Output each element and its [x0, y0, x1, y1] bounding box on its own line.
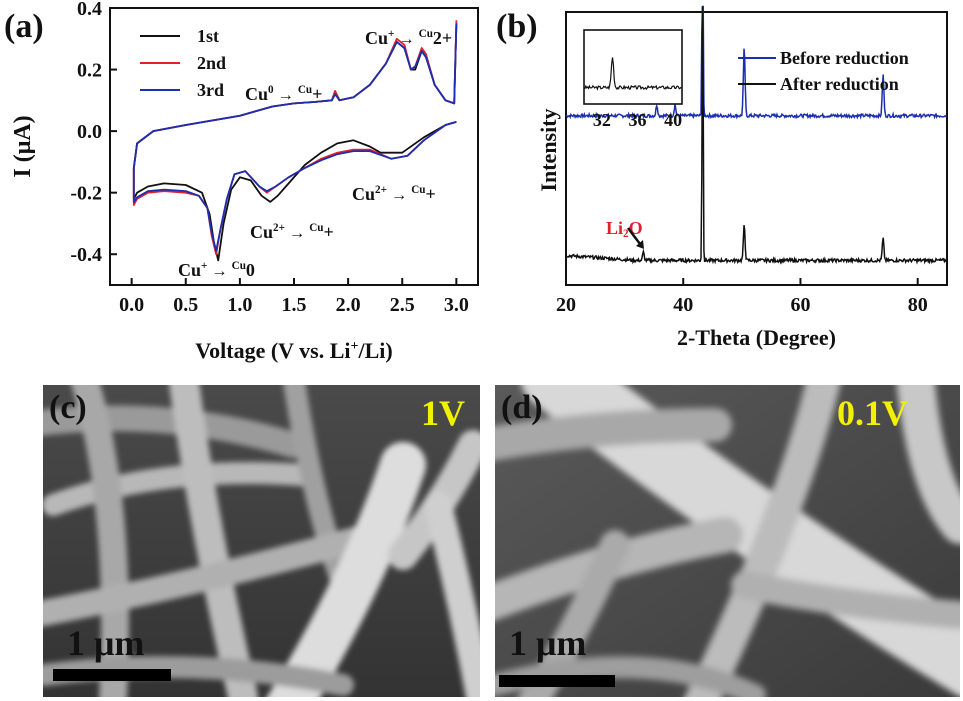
x-tick-label-a: 1.0: [227, 294, 252, 316]
y-tick-label-a: 0.2: [77, 60, 102, 82]
panel-label-c: (c): [49, 389, 87, 426]
y-tick-label-a: -0.4: [70, 244, 102, 266]
cv-chart: 0.0 0.5 1.0 1.5 2.0 2.5 3.0 -0.4 -0.2 0.0 0.2 0.4 1s…: [10, 0, 479, 363]
annotation-a: Cu+ → Cu0: [178, 260, 255, 280]
sem-image-d: (d) 0.1V 1 μm: [495, 385, 960, 697]
x-tick-label-b: 80: [908, 294, 928, 316]
annotation-a: Cu+ → Cu2+: [365, 28, 452, 48]
x-tick-label-a: 2.5: [390, 294, 415, 316]
inset-frame: [583, 29, 683, 105]
x-tick-label-a: 0.0: [119, 294, 144, 316]
inset-tick-label: 32: [593, 110, 611, 130]
plot-frame-b: [565, 11, 948, 286]
y-tick-label-a: -0.2: [70, 183, 102, 205]
voltage-label-c: 1V: [421, 393, 465, 433]
annotation-a: Cu2+ → Cu+: [352, 184, 436, 204]
cv-series-line: [132, 20, 458, 256]
annotation-arrow: [627, 227, 641, 245]
inset-tick-label: 36: [628, 110, 646, 130]
legend-label-a: 1st: [197, 26, 219, 46]
voltage-label-d: 0.1V: [837, 393, 908, 433]
x-tick-label-b: 60: [790, 294, 810, 316]
scale-bar-d: [499, 675, 615, 687]
scale-label-d: 1 μm: [509, 623, 587, 663]
y-tick-label-a: 0.0: [77, 121, 102, 143]
inset-line: [583, 57, 682, 91]
panel-label-b: (b): [496, 8, 538, 45]
annotation-a: Cu0 → Cu+: [245, 84, 322, 104]
annotation-li2o: Li2O: [606, 218, 643, 240]
legend-label-a: 2nd: [197, 53, 226, 73]
x-tick-label-a: 0.5: [173, 294, 198, 316]
annotation-arrow-head: [636, 240, 644, 249]
inset-tick-label: 40: [664, 110, 682, 130]
scale-label-c: 1 μm: [67, 623, 145, 663]
legend-label-b: Before reduction: [780, 48, 909, 68]
sem-texture-c: [43, 385, 480, 697]
x-tick-label-a: 2.0: [336, 294, 361, 316]
xrd-series-line: [565, 5, 948, 120]
sem-texture-d: [495, 385, 960, 697]
y-tick-label-a: 0.4: [77, 0, 102, 20]
sem-image-c: (c) 1V 1 μm: [43, 385, 480, 697]
panel-label-d: (d): [501, 389, 543, 426]
x-tick-label-a: 3.0: [444, 294, 469, 316]
scale-bar-c: [53, 669, 171, 681]
y-axis-label-a: I (μA): [10, 115, 36, 177]
xrd-series-line: [565, 6, 947, 265]
cv-series-line: [132, 23, 458, 252]
legend-label-b: After reduction: [780, 74, 899, 94]
x-axis-label-a: Voltage (V vs. Li+/Li): [195, 338, 392, 363]
annotation-a: Cu2+ → Cu+: [250, 222, 334, 242]
xrd-chart: 20 40 60 80 Before reduction After reduction L…: [536, 5, 948, 350]
x-tick-label-a: 1.5: [282, 294, 307, 316]
x-tick-label-b: 20: [556, 294, 576, 316]
x-axis-label-b: 2-Theta (Degree): [677, 325, 836, 350]
y-axis-label-b: Intensity: [536, 108, 561, 191]
legend-label-a: 3rd: [197, 80, 224, 100]
panel-label-a: (a): [4, 8, 44, 45]
x-tick-label-b: 40: [673, 294, 693, 316]
